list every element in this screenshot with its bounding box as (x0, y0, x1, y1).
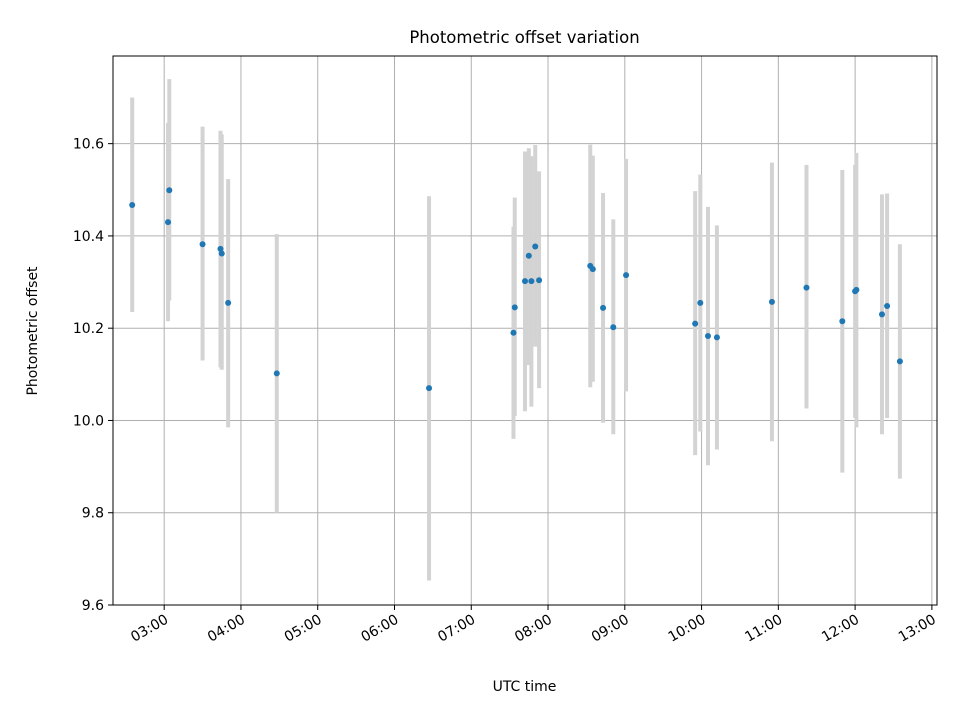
data-point (273, 370, 280, 377)
data-point (713, 334, 720, 341)
data-point (199, 241, 206, 248)
data-point (532, 243, 539, 250)
data-point (692, 320, 699, 327)
data-point (839, 318, 846, 325)
y-tick-label: 9.6 (82, 598, 104, 614)
data-point (878, 311, 885, 318)
plot-frame (112, 55, 938, 606)
data-point (623, 272, 630, 279)
data-point (610, 324, 617, 331)
data-point (589, 266, 596, 273)
data-point (217, 245, 224, 252)
data-point (768, 298, 775, 305)
y-tick-label: 10.2 (73, 321, 104, 337)
data-point (218, 250, 225, 257)
data-point (704, 333, 711, 340)
data-point (803, 284, 810, 291)
data-point (853, 286, 860, 293)
data-point (129, 202, 136, 209)
data-point (896, 358, 903, 365)
data-point (522, 278, 528, 285)
y-tick-label: 9.8 (82, 506, 104, 522)
y-axis-ticks: 9.6 9.8 10.0 10.2 10.4 10.6 (73, 137, 113, 614)
y-tick-label: 10.4 (73, 229, 104, 245)
x-axis-label: UTC time (493, 679, 557, 695)
data-point (426, 385, 433, 392)
data-point (884, 303, 891, 310)
data-point (525, 252, 532, 259)
data-point (510, 329, 517, 336)
data-points (129, 187, 903, 392)
data-point (165, 219, 172, 226)
y-tick-label: 10.0 (73, 413, 104, 429)
data-point (697, 299, 704, 306)
y-tick-label: 10.6 (73, 137, 104, 153)
data-point (225, 299, 232, 306)
data-point (166, 187, 173, 194)
y-axis-label: Photometric offset (25, 266, 41, 396)
data-point (511, 304, 518, 311)
data-point (600, 304, 607, 311)
chart-title: Photometric offset variation (409, 28, 639, 47)
data-point (536, 277, 543, 284)
data-point (528, 278, 535, 285)
